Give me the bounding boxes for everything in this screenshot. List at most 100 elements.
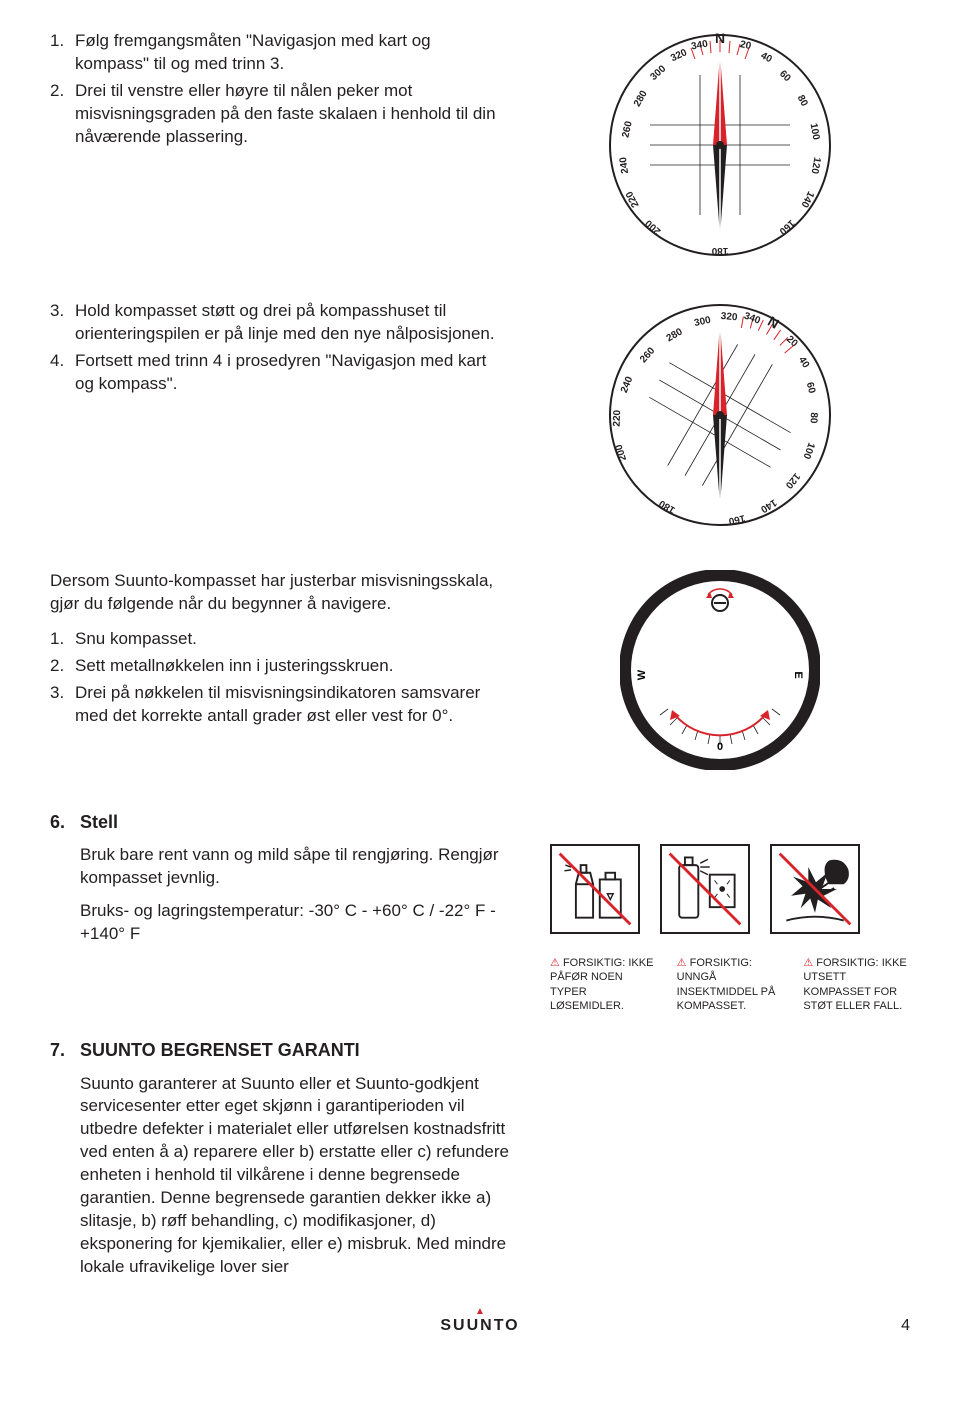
footer: ▲ SUUNTO 4: [50, 1309, 910, 1337]
adjust-intro: Dersom Suunto-kompasset har justerbar mi…: [50, 570, 500, 616]
warn-tri-1: ⚠: [550, 957, 560, 969]
svg-text:320: 320: [669, 47, 689, 64]
caution-3: ⚠ FORSIKTIG: IKKE UTSETT KOMPASSET FOR S…: [803, 956, 910, 1013]
caution-captions: ⚠ FORSIKTIG: IKKE PÅFØR NOEN TYPER LØSEM…: [550, 956, 910, 1013]
warn-tri-2: ⚠: [677, 957, 687, 969]
adjust-1-txt: Snu kompasset.: [75, 628, 500, 651]
compass-svg-1: N 340 20 320 40 300 60 280 80 260 100 24…: [605, 30, 835, 260]
step-1: 1. Følg fremgangsmåten "Navigasjon med k…: [50, 30, 500, 76]
back-compass-fig: W E 0: [530, 570, 910, 770]
svg-text:160: 160: [776, 217, 796, 237]
text-col-1: 1. Følg fremgangsmåten "Navigasjon med k…: [50, 30, 530, 260]
step-3-txt: Hold kompasset støtt og drei på kompassh…: [75, 300, 500, 346]
svg-text:180: 180: [711, 245, 728, 256]
step-2-num: 2.: [50, 80, 75, 149]
svg-text:200: 200: [643, 217, 663, 237]
caution-2: ⚠ FORSIKTIG: UNNGÅ INSEKTMIDDEL PÅ KOMPA…: [677, 956, 784, 1013]
caution-prefix-1: FORSIKTIG:: [563, 957, 625, 969]
sec6-head: 6. Stell: [50, 810, 910, 834]
svg-text:W: W: [636, 669, 648, 680]
svg-text:240: 240: [618, 156, 631, 174]
sec7-head: 7. SUUNTO BEGRENSET GARANTI: [50, 1038, 910, 1062]
adjust-3: 3. Drei på nøkkelen til misvisningsindik…: [50, 682, 500, 728]
compass-fig-1: N 340 20 320 40 300 60 280 80 260 100 24…: [530, 30, 910, 260]
caution-icon-impact: [770, 844, 860, 934]
sec7-text: Suunto garanterer at Suunto eller et Suu…: [80, 1073, 520, 1279]
svg-text:80: 80: [795, 93, 810, 108]
svg-text:220: 220: [624, 189, 642, 209]
svg-text:60: 60: [804, 381, 818, 395]
page-number: 4: [901, 1315, 910, 1337]
svg-text:140: 140: [758, 496, 778, 514]
sec6-body-row: Bruk bare rent vann og mild såpe til ren…: [50, 844, 910, 946]
svg-text:140: 140: [798, 189, 816, 209]
warn-tri-3: ⚠: [803, 957, 813, 969]
adjust-3-num: 3.: [50, 682, 75, 728]
svg-text:260: 260: [638, 345, 658, 365]
svg-text:300: 300: [693, 315, 712, 329]
caution-prefix-2: FORSIKTIG:: [690, 957, 752, 969]
adjust-3-txt: Drei på nøkkelen til misvisningsindikato…: [75, 682, 500, 728]
caution-1: ⚠ FORSIKTIG: IKKE PÅFØR NOEN TYPER LØSEM…: [550, 956, 657, 1013]
caution-icon-solvent: [550, 844, 640, 934]
step-2-txt: Drei til venstre eller høyre til nålen p…: [75, 80, 500, 149]
svg-text:320: 320: [720, 311, 738, 323]
svg-text:240: 240: [619, 375, 636, 395]
svg-text:N: N: [715, 30, 725, 46]
svg-text:220: 220: [612, 409, 624, 426]
sec6-body1: Bruk bare rent vann og mild såpe til ren…: [80, 844, 530, 890]
footer-brand: SUUNTO: [440, 1317, 519, 1334]
adjust-2-txt: Sett metallnøkkelen inn i justeringsskru…: [75, 655, 500, 678]
text-col-3: Dersom Suunto-kompasset har justerbar mi…: [50, 570, 530, 770]
step-3-num: 3.: [50, 300, 75, 346]
svg-text:E: E: [792, 671, 804, 678]
svg-text:40: 40: [796, 355, 811, 371]
svg-text:340: 340: [690, 39, 709, 53]
adjust-2-num: 2.: [50, 655, 75, 678]
footer-logo-icon: ▲: [50, 1309, 910, 1314]
svg-text:100: 100: [808, 122, 822, 141]
step-4-txt: Fortsett med trinn 4 i prosedyren "Navig…: [75, 350, 500, 396]
sec6-num: 6.: [50, 810, 80, 834]
adjust-1: 1. Snu kompasset.: [50, 628, 500, 651]
svg-text:120: 120: [783, 471, 802, 491]
step-4: 4. Fortsett med trinn 4 i prosedyren "Na…: [50, 350, 500, 396]
sec7-title: SUUNTO BEGRENSET GARANTI: [80, 1038, 910, 1062]
section-6: 6. Stell Bruk bare rent vann og mild såp…: [50, 810, 910, 1013]
svg-text:300: 300: [648, 63, 668, 83]
step-3: 3. Hold kompasset støtt og drei på kompa…: [50, 300, 500, 346]
step-2: 2. Drei til venstre eller høyre til nåle…: [50, 80, 500, 149]
svg-text:100: 100: [800, 441, 816, 461]
svg-text:200: 200: [613, 443, 629, 463]
row-steps-3-4: 3. Hold kompasset støtt og drei på kompa…: [50, 300, 910, 530]
svg-text:60: 60: [777, 68, 793, 84]
caution-icons-row: [530, 844, 910, 946]
svg-text:280: 280: [665, 326, 685, 344]
back-compass-svg: W E 0: [620, 570, 820, 770]
section-7: 7. SUUNTO BEGRENSET GARANTI Suunto garan…: [50, 1038, 910, 1279]
caution-icon-insecticide: [660, 844, 750, 934]
sec7-num: 7.: [50, 1038, 80, 1062]
row-adjust: Dersom Suunto-kompasset har justerbar mi…: [50, 570, 910, 770]
svg-text:20: 20: [739, 39, 753, 52]
sec7-body: Suunto garanterer at Suunto eller et Suu…: [50, 1073, 520, 1279]
adjust-1-num: 1.: [50, 628, 75, 651]
row-steps-1-2: 1. Følg fremgangsmåten "Navigasjon med k…: [50, 30, 910, 260]
sec6-text: Bruk bare rent vann og mild såpe til ren…: [50, 844, 530, 946]
text-col-2: 3. Hold kompasset støtt og drei på kompa…: [50, 300, 530, 530]
svg-text:40: 40: [759, 50, 774, 65]
caution-text-2: UNNGÅ INSEKTMIDDEL PÅ KOMPASSET.: [677, 971, 776, 1012]
sec6-title: Stell: [80, 810, 910, 834]
step-4-num: 4.: [50, 350, 75, 396]
caution-prefix-3: FORSIKTIG:: [816, 957, 878, 969]
svg-text:260: 260: [620, 120, 634, 139]
svg-text:80: 80: [808, 412, 819, 424]
adjust-2: 2. Sett metallnøkkelen inn i justeringss…: [50, 655, 500, 678]
step-1-txt: Følg fremgangsmåten "Navigasjon med kart…: [75, 30, 500, 76]
svg-text:280: 280: [632, 88, 650, 108]
compass-fig-2: N 340 20 320 40 300 60 280 80 260 100 24…: [530, 300, 910, 530]
svg-text:180: 180: [657, 497, 677, 515]
compass-svg-2: N 340 20 320 40 300 60 280 80 260 100 24…: [605, 300, 835, 530]
svg-text:120: 120: [809, 156, 823, 175]
svg-text:160: 160: [727, 512, 746, 526]
